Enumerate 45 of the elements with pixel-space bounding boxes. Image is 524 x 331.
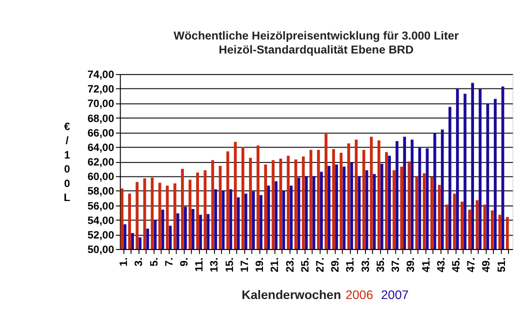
x-tick-label: 47. bbox=[466, 257, 478, 272]
y-tick-label: 58,00 bbox=[87, 186, 114, 198]
x-tick-label: 29. bbox=[330, 257, 342, 272]
x-tick-label: 49. bbox=[480, 257, 493, 272]
x-tick-label: 9. bbox=[178, 257, 190, 266]
x-tick-label: 27. bbox=[314, 257, 327, 272]
x-tick-label: 1. bbox=[118, 257, 130, 266]
x-tick-label: 15. bbox=[224, 257, 236, 272]
x-tick-label: 7. bbox=[163, 257, 176, 266]
y-tick-label: 62,00 bbox=[87, 156, 114, 169]
x-tick-label: 39. bbox=[405, 257, 418, 272]
y-tick-label: 60,00 bbox=[87, 171, 114, 184]
x-tick-label: 45. bbox=[450, 257, 463, 272]
text: 2007 bbox=[381, 288, 409, 302]
x-tick-label: 51. bbox=[496, 257, 508, 272]
text: 2006 bbox=[345, 288, 374, 302]
x-tick-label: 5. bbox=[148, 257, 160, 266]
x-tick-label: 21. bbox=[269, 257, 282, 272]
y-tick-label: 50,00 bbox=[87, 244, 114, 256]
y-axis-title: €/100L bbox=[64, 121, 71, 204]
x-tick-label: 31. bbox=[344, 257, 357, 272]
chart-subtitle: Heizöl-Standardqualität Ebene BRD bbox=[218, 44, 414, 57]
y-tick-label: 70,00 bbox=[87, 98, 114, 110]
y-tick-label: 56,00 bbox=[87, 200, 114, 212]
x-tick-label: 41. bbox=[420, 257, 432, 272]
x-tick-label: 37. bbox=[390, 257, 402, 272]
x-tick-label: 25. bbox=[299, 257, 312, 272]
x-axis-title: Kalenderwochen bbox=[242, 288, 342, 302]
chart-title: Wöchentliche Heizölpreisentwicklung für 3.000 Liter bbox=[174, 30, 460, 42]
x-tick-label: 23. bbox=[284, 257, 296, 272]
y-tick-label: 72,00 bbox=[87, 84, 114, 96]
x-tick-label: 3. bbox=[133, 257, 146, 266]
x-tick-label: 33. bbox=[360, 257, 372, 272]
x-tick-label: 13. bbox=[208, 257, 221, 272]
x-tick-label: 11. bbox=[194, 257, 206, 272]
x-tick-label: 19. bbox=[254, 257, 266, 272]
y-tick-label: 54,00 bbox=[87, 214, 114, 227]
x-tick-label: 17. bbox=[238, 257, 251, 272]
y-tick-label: 68,00 bbox=[87, 112, 114, 125]
y-tick-label: 52,00 bbox=[87, 229, 114, 242]
x-tick-label: 35. bbox=[374, 257, 387, 272]
y-tick-label: 66,00 bbox=[87, 127, 114, 140]
y-tick-label: 64,00 bbox=[87, 142, 114, 154]
x-tick-label: 43. bbox=[435, 257, 448, 272]
y-tick-label: 74,00 bbox=[87, 69, 114, 82]
